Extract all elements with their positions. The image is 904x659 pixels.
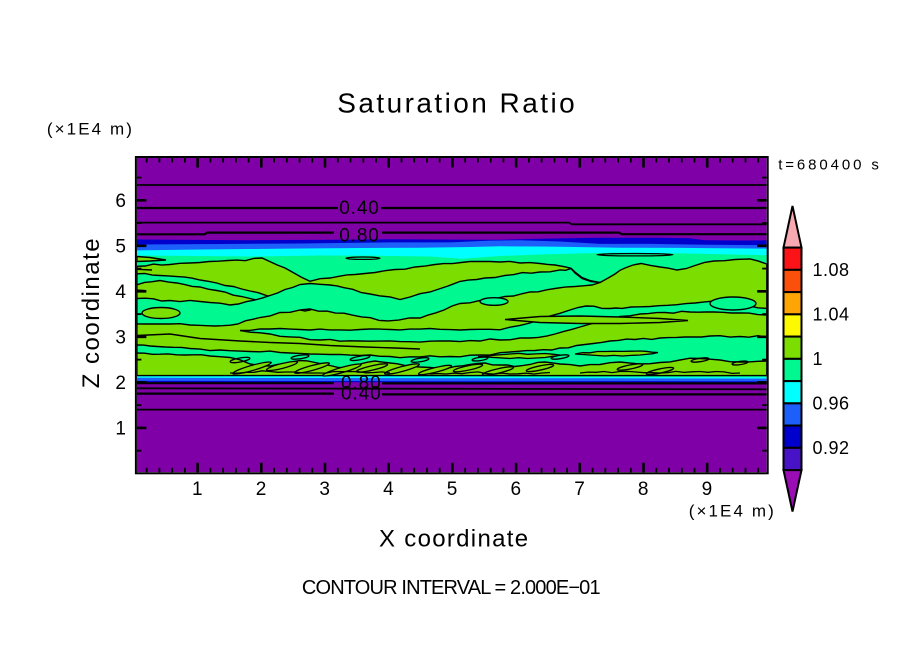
svg-text:0.40: 0.40 (339, 198, 380, 219)
svg-text:t=680400 s: t=680400 s (778, 157, 882, 174)
svg-text:1.08: 1.08 (813, 260, 850, 280)
svg-text:CONTOUR INTERVAL = 2.000E−01: CONTOUR INTERVAL = 2.000E−01 (302, 577, 601, 599)
svg-text:(×1E4 m): (×1E4 m) (689, 502, 776, 521)
svg-text:X coordinate: X coordinate (379, 525, 529, 552)
svg-text:4: 4 (383, 479, 394, 500)
svg-text:Z coordinate: Z coordinate (78, 237, 105, 388)
svg-text:7: 7 (574, 479, 585, 500)
svg-text:6: 6 (511, 479, 522, 500)
svg-text:4: 4 (115, 282, 126, 303)
svg-text:1: 1 (115, 419, 126, 440)
svg-text:1: 1 (192, 479, 203, 500)
svg-text:2: 2 (115, 373, 126, 394)
svg-text:0.40: 0.40 (341, 384, 382, 405)
svg-text:3: 3 (319, 479, 330, 500)
svg-text:9: 9 (702, 479, 713, 500)
svg-text:5: 5 (115, 236, 126, 257)
svg-text:0.92: 0.92 (813, 438, 850, 458)
svg-text:6: 6 (115, 191, 126, 212)
svg-text:2: 2 (256, 479, 267, 500)
svg-text:5: 5 (447, 479, 458, 500)
svg-text:Saturation Ratio: Saturation Ratio (337, 87, 577, 118)
svg-text:0.80: 0.80 (341, 373, 382, 394)
svg-text:8: 8 (638, 479, 649, 500)
svg-text:1: 1 (813, 349, 824, 369)
svg-text:1.04: 1.04 (813, 305, 850, 325)
svg-text:(×1E4 m): (×1E4 m) (47, 120, 134, 139)
svg-text:0.96: 0.96 (813, 394, 850, 414)
svg-text:3: 3 (115, 327, 126, 348)
svg-text:0.80: 0.80 (339, 226, 380, 247)
